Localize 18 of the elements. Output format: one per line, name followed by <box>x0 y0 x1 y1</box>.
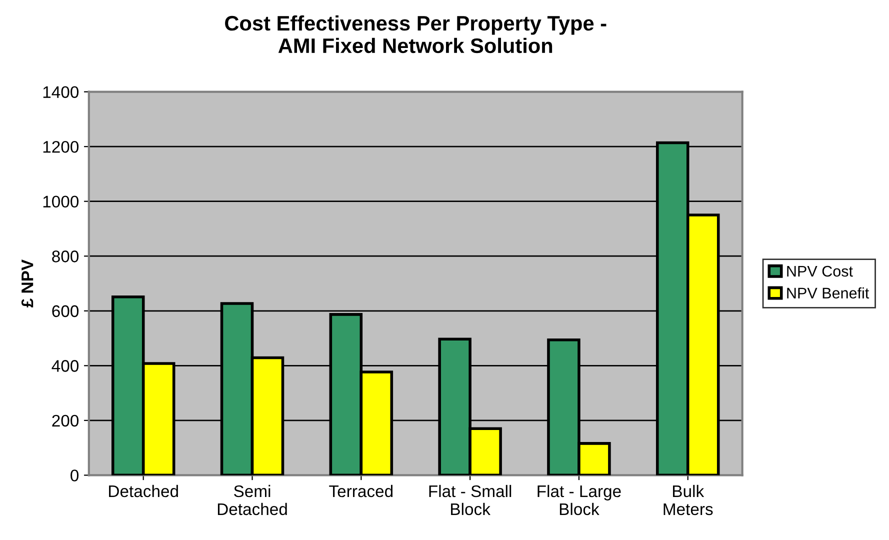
x-tick-label: Flat - Small Block <box>429 484 512 516</box>
x-tick-label: Bulk Meters <box>664 484 713 516</box>
y-axis-title: £ NPV <box>21 260 34 308</box>
y-tick-label: 200 <box>52 414 79 427</box>
y-tick-label: 0 <box>70 470 79 482</box>
legend-label: NPV Benefit <box>787 287 870 299</box>
y-tick-label: 1400 <box>43 86 79 98</box>
y-tick-label: 1200 <box>43 140 79 153</box>
legend-label: NPV Cost <box>787 266 853 277</box>
x-tick-label: Terraced <box>329 484 393 498</box>
x-tick-label: Flat - Large Block <box>538 484 621 516</box>
y-tick-label: 600 <box>52 305 79 318</box>
chart-title: Cost Effectiveness Per Property Type - AMI Fixed Network Solution <box>225 15 606 54</box>
y-tick-label: 400 <box>52 360 79 372</box>
x-tick-label: Detached <box>109 484 178 498</box>
y-tick-label: 1000 <box>43 196 79 208</box>
y-tick-label: 800 <box>52 250 79 262</box>
x-tick-label: Semi Detached <box>218 484 287 516</box>
